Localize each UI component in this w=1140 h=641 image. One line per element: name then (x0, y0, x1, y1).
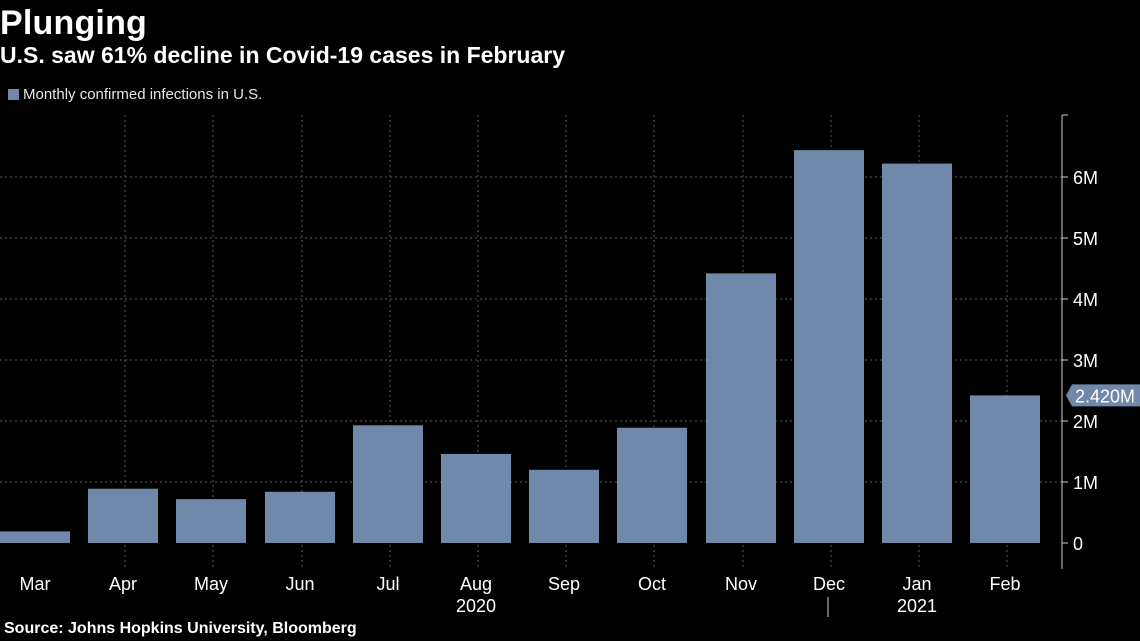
x-tick-label: Nov (725, 574, 757, 594)
x-tick-label: Dec (813, 574, 845, 594)
x-tick-label: Feb (989, 574, 1020, 594)
bar-oct (617, 427, 687, 543)
x-tick-label: Jul (376, 574, 399, 594)
y-tick-label: 1M (1073, 473, 1098, 493)
chart-subtitle: U.S. saw 61% decline in Covid-19 cases i… (0, 42, 566, 68)
bar-sep (529, 469, 599, 543)
bar-jun (265, 491, 335, 543)
source-note: Source: Johns Hopkins University, Bloomb… (4, 620, 357, 637)
bar-aug (441, 453, 511, 543)
x-tick-label: Aug (460, 574, 492, 594)
x-tick-label: Jan (902, 574, 931, 594)
legend: Monthly confirmed infections in U.S. (8, 86, 262, 103)
callout-box (1066, 384, 1140, 407)
x-tick-label: Mar (20, 574, 51, 594)
y-tick-label: 3M (1073, 351, 1098, 371)
bar-dec (794, 150, 864, 543)
chart-title: Plunging (0, 4, 148, 42)
x-tick-label: Jun (285, 574, 314, 594)
y-tick-label: 0 (1073, 534, 1083, 554)
bar-jan (882, 163, 952, 543)
bar-nov (706, 273, 776, 543)
bar-apr (88, 488, 158, 543)
y-tick-label: 6M (1073, 168, 1098, 188)
x-tick-label: Oct (638, 574, 666, 594)
x-tick-label: May (194, 574, 228, 594)
year-label: 2021 (897, 596, 937, 616)
x-tick-label: Apr (109, 574, 137, 594)
bar-mar (0, 531, 70, 543)
legend-swatch (8, 89, 19, 100)
y-tick-label: 4M (1073, 290, 1098, 310)
y-tick-label: 2M (1073, 412, 1098, 432)
y-tick-label: 5M (1073, 229, 1098, 249)
bar-may (176, 499, 246, 543)
x-tick-label: Sep (548, 574, 580, 594)
callout-label: 2.420M (1075, 386, 1135, 406)
bar-feb (970, 395, 1040, 543)
legend-label: Monthly confirmed infections in U.S. (23, 86, 263, 103)
year-label: 2020 (456, 596, 496, 616)
bar-jul (353, 425, 423, 543)
